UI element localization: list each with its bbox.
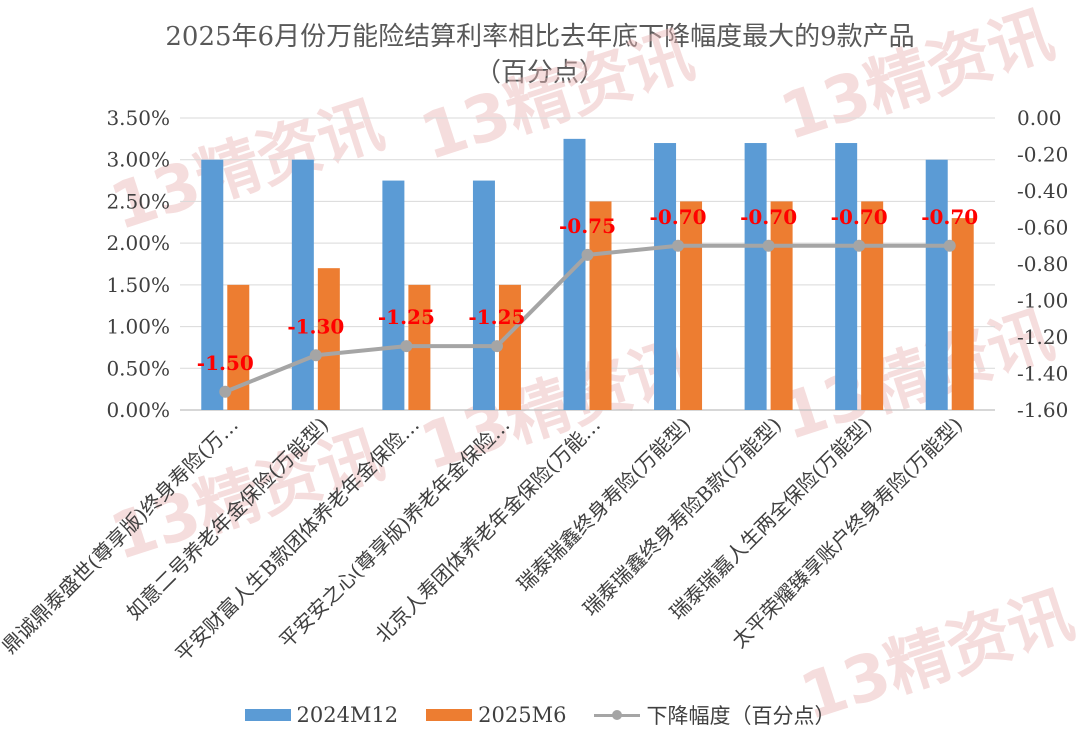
bar-2025m6 <box>951 218 974 410</box>
bar-2025m6 <box>680 201 703 410</box>
legend-label-2024m12: 2024M12 <box>296 703 399 727</box>
right-axis-tick-label: -0.60 <box>1017 216 1068 240</box>
legend-label-decline: 下降幅度（百分点） <box>646 704 836 728</box>
right-axis-tick-label: -1.60 <box>1017 398 1068 422</box>
left-axis-tick-label: 0.00% <box>106 398 170 422</box>
bar-2025m6 <box>317 268 340 410</box>
right-axis-tick-label: -1.20 <box>1017 325 1068 349</box>
decline-point <box>400 340 413 353</box>
chart-title: 2025年6月份万能险结算利率相比去年底下降幅度最大的9款产品 <box>165 22 915 52</box>
legend-item-decline: 下降幅度（百分点） <box>594 700 835 730</box>
bar-2024m12 <box>654 143 677 410</box>
bar-2024m12 <box>382 180 405 410</box>
right-axis-tick-label: 0.00 <box>1017 106 1062 130</box>
decline-data-label: -1.30 <box>287 314 344 338</box>
right-axis-tick-label: -1.40 <box>1017 362 1068 386</box>
decline-point <box>853 239 866 252</box>
right-axis-tick-label: -1.00 <box>1017 289 1068 313</box>
legend-swatch-decline <box>594 708 641 722</box>
bar-2024m12 <box>291 159 314 410</box>
right-axis-tick-label: -0.20 <box>1017 143 1068 167</box>
legend-item-2024m12: 2024M12 <box>244 703 399 727</box>
left-axis-tick-label: 0.50% <box>106 356 170 380</box>
decline-point <box>490 340 503 353</box>
decline-point <box>581 248 594 261</box>
decline-point <box>762 239 775 252</box>
bar-2025m6 <box>861 201 884 410</box>
bar-2024m12 <box>744 143 767 410</box>
decline-data-label: -1.25 <box>378 305 435 329</box>
bar-2025m6 <box>770 201 793 410</box>
left-axis-tick-label: 1.50% <box>106 273 170 297</box>
legend-swatch-2024m12 <box>244 709 291 721</box>
left-axis-tick-label: 3.00% <box>106 148 170 172</box>
decline-data-label: -1.25 <box>468 305 525 329</box>
bar-2024m12 <box>835 143 858 410</box>
decline-data-label: -0.70 <box>740 205 797 229</box>
chart-subtitle: （百分点） <box>474 58 605 88</box>
right-axis-tick-label: -0.80 <box>1017 252 1068 276</box>
decline-data-label: -0.70 <box>650 205 707 229</box>
left-axis-tick-label: 1.00% <box>106 315 170 339</box>
left-axis-tick-label: 2.50% <box>106 189 170 213</box>
decline-point <box>309 349 322 362</box>
bar-2024m12 <box>472 180 495 410</box>
decline-data-label: -0.70 <box>921 205 978 229</box>
left-axis-tick-label: 3.50% <box>106 106 170 130</box>
bar-2024m12 <box>925 159 948 410</box>
decline-data-label: -1.50 <box>197 351 254 375</box>
bar-2025m6 <box>227 284 250 410</box>
watermark-text: 13精资讯 <box>772 0 1062 155</box>
legend-swatch-2025m6 <box>426 709 473 721</box>
decline-data-label: -0.75 <box>559 214 616 238</box>
legend-item-2025m6: 2025M6 <box>426 703 566 727</box>
bar-2024m12 <box>563 138 586 410</box>
bar-2024m12 <box>201 159 224 410</box>
right-axis-tick-label: -0.40 <box>1017 179 1068 203</box>
chart-legend: 2024M12 2025M6 下降幅度（百分点） <box>0 700 1080 730</box>
decline-point <box>219 385 232 398</box>
decline-point <box>672 239 685 252</box>
decline-point <box>943 239 956 252</box>
legend-label-2025m6: 2025M6 <box>478 703 567 727</box>
bar-2025m6 <box>498 284 521 410</box>
decline-data-label: -0.70 <box>831 205 888 229</box>
left-axis-tick-label: 2.00% <box>106 231 170 255</box>
